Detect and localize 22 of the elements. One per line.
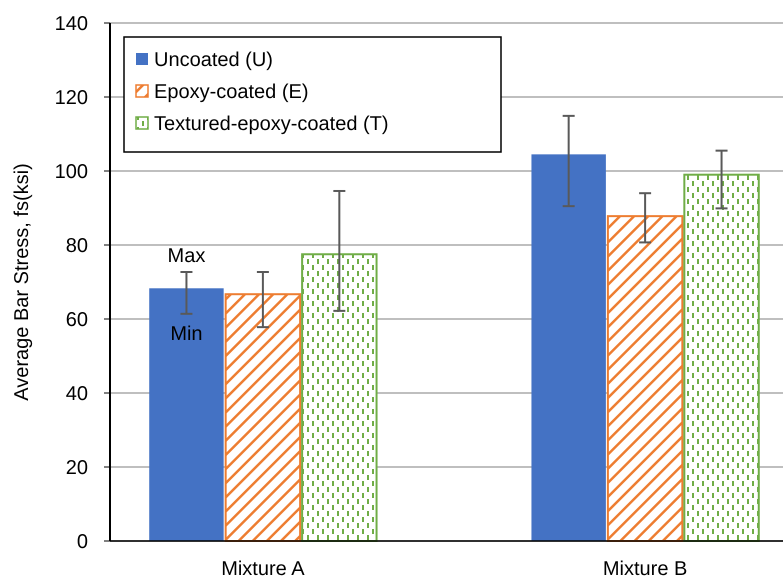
legend-label: Uncoated (U) bbox=[154, 49, 273, 71]
bar bbox=[683, 174, 760, 542]
legend-label: Epoxy-coated (E) bbox=[154, 81, 309, 103]
annotation: Min bbox=[170, 322, 203, 345]
x-tick-label: Mixture B bbox=[602, 558, 688, 580]
y-tick-label: 100 bbox=[54, 161, 88, 183]
legend-label: Textured-epoxy-coated (T) bbox=[154, 113, 389, 135]
y-tick-label: 20 bbox=[66, 457, 88, 479]
y-tick-label: 40 bbox=[66, 383, 88, 405]
x-tick-label: Mixture A bbox=[221, 558, 306, 580]
bar bbox=[149, 288, 224, 541]
y-tick-label: 60 bbox=[66, 309, 88, 331]
y-tick-label: 140 bbox=[54, 13, 88, 35]
y-tick-label: 120 bbox=[54, 87, 88, 109]
y-axis-title: Average Bar Stress, fs(ksi) bbox=[11, 163, 33, 401]
bar bbox=[224, 293, 302, 542]
y-tick-label: 0 bbox=[76, 531, 88, 553]
bar bbox=[301, 253, 378, 542]
annotation: Max bbox=[168, 245, 206, 268]
bar bbox=[606, 215, 684, 542]
y-tick-label: 80 bbox=[66, 235, 88, 257]
bar bbox=[531, 154, 606, 541]
